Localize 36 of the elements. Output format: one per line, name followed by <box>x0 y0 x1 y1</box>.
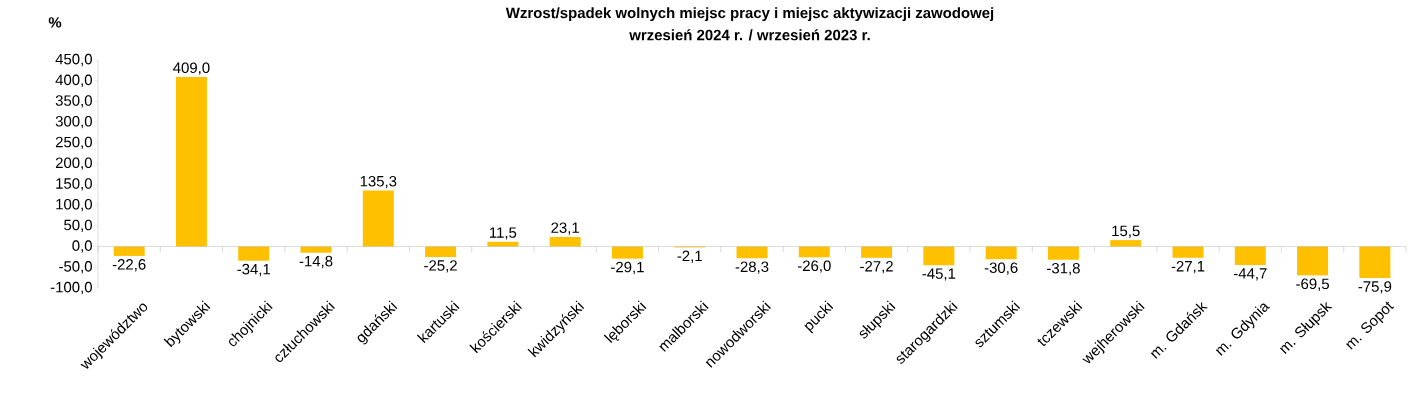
data-label: -69,5 <box>1296 278 1329 291</box>
data-label: -75,9 <box>1358 281 1392 294</box>
data-label: 11,5 <box>490 227 517 240</box>
data-label: -26,0 <box>797 260 831 273</box>
y-tick-label: 200,0 <box>55 157 92 170</box>
data-label: -2,1 <box>677 250 702 263</box>
y-tick-label: 0,0 <box>72 240 92 253</box>
data-label: -45,1 <box>922 268 956 281</box>
chart-title: Wzrost/spadek wolnych miejsc pracy i miejsc aktywizacji zawodowej <box>505 7 994 22</box>
y-tick-label: -50,0 <box>59 261 92 274</box>
data-label: -30,6 <box>984 262 1018 275</box>
data-label: -29,1 <box>611 261 644 275</box>
data-label: -28,3 <box>735 261 769 274</box>
data-label: -25,2 <box>424 260 457 273</box>
y-tick-label: 100,0 <box>56 198 92 212</box>
data-label: 409,0 <box>173 62 210 75</box>
data-label: -27,1 <box>1171 260 1205 274</box>
data-label: -22,6 <box>112 259 146 272</box>
y-tick-label: 450,0 <box>55 53 92 67</box>
data-label: -34,1 <box>237 263 271 277</box>
y-tick-label: 400,0 <box>55 74 92 87</box>
data-label: 135,3 <box>360 175 397 189</box>
data-label: -27,2 <box>860 261 893 274</box>
y-tick-label: -100,0 <box>50 281 92 295</box>
y-axis-title: % <box>48 17 62 28</box>
y-tick-label: 250,0 <box>55 136 92 150</box>
y-tick-label: 150,0 <box>56 178 92 191</box>
y-tick-label: 50,0 <box>64 219 92 232</box>
data-label: 15,5 <box>1112 225 1140 238</box>
y-tick-label: 300,0 <box>55 116 92 129</box>
y-tick-label: 350,0 <box>55 95 92 108</box>
data-label: -31,8 <box>1047 262 1080 276</box>
data-label: -44,7 <box>1233 268 1267 281</box>
data-label: -14,8 <box>299 255 333 269</box>
chart-subtitle: wrzesień 2024 r. / wrzesień 2023 r. <box>629 29 870 41</box>
data-label: 23,1 <box>551 222 579 235</box>
